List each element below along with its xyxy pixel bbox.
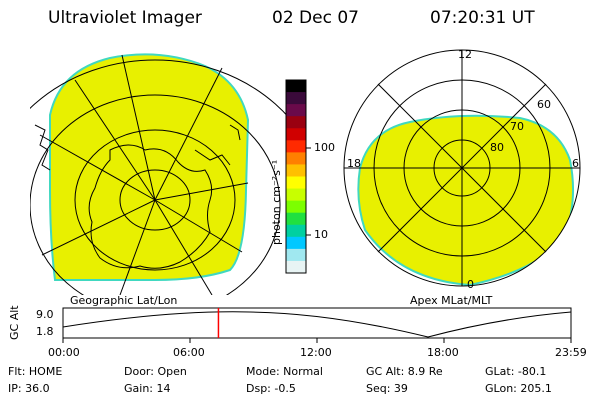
- info-door: Door: Open: [124, 365, 187, 378]
- altitude-xtick-3: 18:00: [427, 346, 459, 359]
- altitude-xtick-1: 06:00: [173, 346, 205, 359]
- altitude-xtick-0: 00:00: [48, 346, 80, 359]
- mlt-label-0: 0: [467, 278, 474, 291]
- colorbar-segment: [286, 224, 306, 238]
- info-seq: Seq: 39: [366, 382, 408, 395]
- time-label: 07:20:31 UT: [430, 8, 535, 28]
- info-glat: GLat: -80.1: [485, 365, 547, 378]
- info-gc-alt: GC Alt: 8.9 Re: [366, 365, 443, 378]
- mlat-label-70: 70: [510, 120, 524, 133]
- colorbar-segment: [286, 80, 306, 93]
- colorbar-segment: [286, 116, 306, 129]
- altitude-xtick-4: 23:59: [555, 346, 587, 359]
- colorbar-segment: [286, 188, 306, 202]
- right-panel-label: Apex MLat/MLT: [410, 294, 493, 307]
- altitude-ytick-low: 1.8: [36, 325, 54, 338]
- info-mode: Mode: Normal: [246, 365, 323, 378]
- mlat-label-80: 80: [490, 141, 504, 154]
- colorbar-segment: [286, 164, 306, 177]
- mlt-label-18: 18: [347, 157, 361, 170]
- colorbar-tick-100: 100: [314, 141, 335, 154]
- app-title: Ultraviolet Imager: [48, 8, 202, 28]
- colorbar-segment: [286, 128, 306, 141]
- mlt-label-12: 12: [458, 48, 472, 61]
- altitude-curve: [62, 311, 572, 338]
- colorbar-segment: [286, 200, 306, 214]
- colorbar-tick-10: 10: [314, 228, 328, 241]
- info-dsp: Dsp: -0.5: [246, 382, 296, 395]
- colorbar-segment: [286, 92, 306, 105]
- colorbar-segment: [286, 140, 306, 153]
- colorbar-segment: [286, 260, 306, 274]
- colorbar-segment: [286, 248, 306, 262]
- colorbar-segment: [286, 104, 306, 117]
- mlt-label-6: 6: [572, 157, 579, 170]
- left-panel-label: Geographic Lat/Lon: [70, 294, 178, 307]
- info-flt: Flt: HOME: [8, 365, 63, 378]
- mlat-label-60: 60: [537, 98, 551, 111]
- info-ip: IP: 36.0: [8, 382, 50, 395]
- info-glon: GLon: 205.1: [485, 382, 552, 395]
- colorbar-segment: [286, 152, 306, 165]
- altitude-xtick-2: 12:00: [300, 346, 332, 359]
- info-gain: Gain: 14: [124, 382, 171, 395]
- colorbar-segment: [286, 176, 306, 190]
- altitude-ylabel: GC Alt: [8, 305, 21, 340]
- date-label: 02 Dec 07: [272, 8, 359, 28]
- colorbar-segment: [286, 212, 306, 226]
- colorbar-segment: [286, 236, 306, 250]
- altitude-ytick-high: 9.0: [36, 308, 54, 321]
- emission-region: [49, 53, 250, 281]
